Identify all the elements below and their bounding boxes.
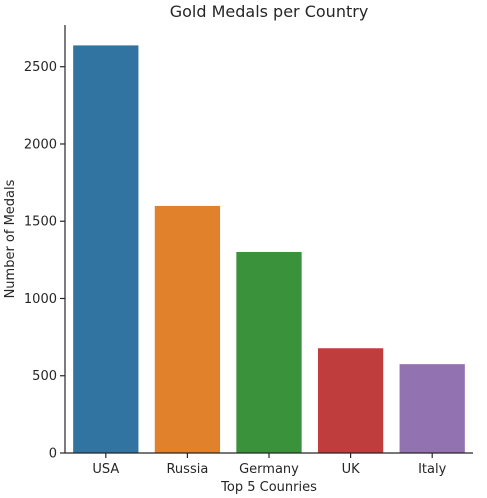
bar-uk (317, 348, 384, 453)
y-axis-title: Number of Medals (3, 179, 18, 298)
bar-italy (399, 364, 465, 453)
y-tick-label: 1000 (24, 292, 57, 307)
y-axis-ticks: 0 500 1000 1500 2000 2500 (24, 60, 65, 462)
x-tick-label: Germany (239, 462, 299, 477)
y-tick-label: 2000 (24, 137, 57, 152)
y-tick-label: 0 (49, 447, 57, 462)
bars-group (73, 45, 465, 454)
x-axis-title: Top 5 Counries (220, 480, 317, 495)
x-tick-label: Russia (166, 462, 208, 477)
x-tick-label: USA (92, 462, 119, 477)
bar-usa (73, 45, 139, 454)
bar-germany (236, 251, 302, 453)
y-tick-label: 1500 (24, 215, 57, 230)
x-axis-ticks: USA Russia Germany UK Italy (92, 453, 447, 477)
x-tick-label: UK (342, 462, 361, 477)
x-tick-label: Italy (418, 462, 447, 477)
y-tick-label: 500 (32, 369, 57, 384)
bar-russia (154, 205, 221, 453)
chart-title: Gold Medals per Country (170, 2, 369, 21)
y-tick-label: 2500 (24, 60, 57, 75)
